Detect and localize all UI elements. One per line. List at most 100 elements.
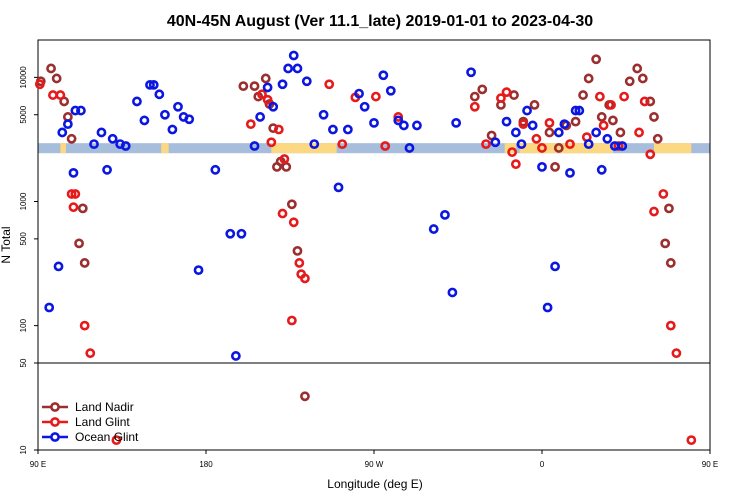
data-point [665, 258, 676, 268]
data-point [66, 189, 77, 199]
data-point [260, 73, 271, 84]
data-point [68, 167, 79, 178]
data-point [544, 117, 555, 128]
data-point [89, 139, 99, 150]
data-point [288, 217, 299, 228]
land-band-segment [654, 143, 692, 154]
data-point [529, 100, 540, 110]
data-point [273, 124, 284, 135]
data-point [111, 435, 122, 446]
data-point [79, 320, 90, 331]
data-point [447, 287, 458, 298]
x-tick-label: 90 W [365, 460, 384, 469]
legend-marker [50, 432, 60, 442]
data-point [286, 315, 297, 326]
data-points [34, 50, 697, 446]
data-point [527, 120, 538, 131]
data-point [606, 100, 616, 110]
data-point [328, 124, 338, 135]
x-tick-label: 0 [540, 460, 545, 469]
y-axis-ticks: 50 100 500 1000 5000 10000 10 [19, 66, 38, 454]
data-point [510, 159, 521, 170]
series-land-nadir [35, 54, 676, 402]
data-point [262, 82, 273, 93]
data-point [574, 105, 585, 116]
land-band-segment [60, 143, 66, 154]
data-point [139, 115, 150, 126]
data-point [262, 94, 273, 105]
data-point [518, 119, 529, 130]
data-point [230, 351, 241, 361]
y-upper-tick-label: 100 [19, 318, 28, 332]
data-point [292, 63, 303, 74]
data-point [619, 91, 630, 102]
upper-panel-border [37, 39, 711, 364]
data-point [324, 79, 335, 90]
legend-marker [50, 417, 60, 427]
y-lower-tick-label: 10 [19, 445, 28, 454]
y-axis-label: N Total [0, 226, 13, 263]
data-point [559, 119, 570, 130]
data-point [428, 224, 439, 234]
series-ocean-glint [44, 50, 628, 361]
data-point [238, 81, 249, 92]
data-point [62, 119, 73, 130]
y-upper-tick-label: 1000 [19, 192, 28, 210]
x-axis-label: Longitude (deg E) [327, 477, 422, 491]
data-point [496, 93, 506, 104]
data-point [288, 50, 299, 61]
data-point [154, 89, 165, 100]
data-point [354, 88, 364, 99]
data-point [359, 101, 370, 112]
data-point [537, 161, 547, 172]
data-point [639, 96, 650, 107]
data-point [120, 141, 131, 151]
data-point [132, 96, 142, 107]
y-upper-tick-label: 500 [19, 232, 28, 246]
data-point [236, 228, 247, 239]
data-point [652, 133, 663, 144]
y-upper-tick-label: 50 [19, 358, 28, 367]
data-point [292, 245, 303, 256]
data-point [277, 79, 288, 90]
data-point [596, 112, 607, 122]
data-point [48, 90, 58, 100]
data-point [385, 85, 396, 96]
data-point [268, 101, 279, 112]
data-point [249, 141, 260, 151]
data-point [565, 139, 575, 150]
data-point [649, 112, 659, 122]
data-point [637, 73, 648, 84]
data-point [255, 112, 266, 122]
data-point [68, 202, 79, 213]
data-point [649, 206, 659, 217]
data-point [44, 302, 55, 313]
data-point [624, 76, 635, 87]
data-point [249, 81, 260, 92]
land-mask-band [38, 143, 710, 154]
data-point [501, 116, 512, 127]
data-point [537, 143, 547, 153]
x-tick-label: 180 [199, 460, 213, 469]
data-point [594, 91, 605, 102]
data-point [550, 161, 560, 172]
data-point [76, 105, 86, 116]
data-point [102, 164, 112, 175]
data-point [294, 258, 305, 268]
lower-panel-border [37, 362, 711, 451]
data-point [602, 133, 613, 144]
ocean-band [38, 143, 710, 154]
data-point [79, 258, 90, 268]
data-point [286, 199, 297, 210]
data-point [145, 79, 155, 90]
data-point [671, 348, 682, 359]
data-point [565, 167, 575, 178]
data-point [665, 320, 676, 331]
data-point [393, 112, 404, 122]
data-point [378, 70, 389, 81]
data-point [85, 348, 96, 359]
legend-marker [50, 402, 60, 412]
data-point [184, 114, 195, 125]
